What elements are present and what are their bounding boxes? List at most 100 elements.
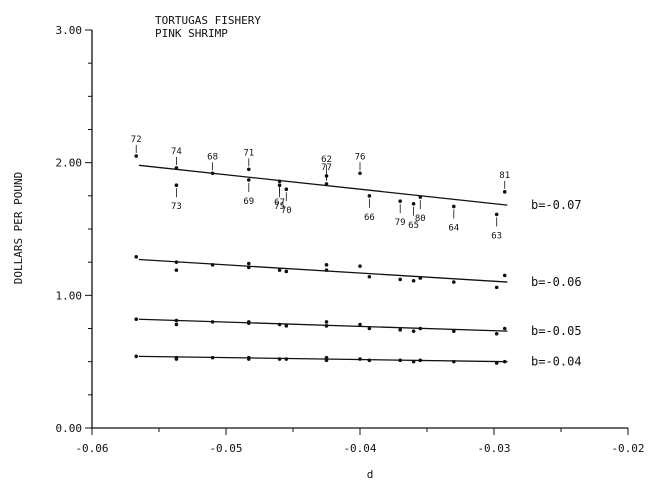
point-label: 73 xyxy=(171,202,182,212)
point-label: 75 xyxy=(274,202,285,212)
series-label: b=-0.05 xyxy=(531,324,582,338)
data-point xyxy=(324,182,329,186)
data-point xyxy=(134,354,139,359)
data-point xyxy=(210,263,215,267)
data-point xyxy=(284,187,289,191)
y-tick-label: 2.00 xyxy=(56,157,83,170)
data-point xyxy=(411,201,416,206)
data-point xyxy=(367,274,372,279)
point-label: 74 xyxy=(171,147,182,157)
point-label: 71 xyxy=(243,148,254,158)
data-point xyxy=(502,273,507,278)
point-label: 77 xyxy=(321,163,332,173)
data-point xyxy=(502,326,507,331)
point-label: 72 xyxy=(131,135,142,145)
regression-line xyxy=(138,164,508,206)
data-point xyxy=(418,358,423,363)
y-tick-label: 3.00 xyxy=(56,24,83,37)
data-point xyxy=(277,268,282,272)
series: b=-0.04 xyxy=(134,354,582,369)
x-tick-label: -0.03 xyxy=(477,442,510,455)
data-point xyxy=(210,355,215,360)
point-label: 64 xyxy=(448,223,459,233)
data-point xyxy=(502,359,507,364)
data-point xyxy=(452,359,456,364)
point-label: 67 xyxy=(274,198,285,208)
data-point xyxy=(398,199,403,203)
data-point xyxy=(358,264,362,268)
data-point xyxy=(324,320,329,324)
point-label: 68 xyxy=(207,152,218,162)
data-point xyxy=(174,183,179,188)
data-point xyxy=(246,167,251,172)
data-point xyxy=(174,166,179,170)
data-point xyxy=(174,357,179,361)
data-point xyxy=(246,261,251,266)
data-point xyxy=(358,171,362,176)
point-label: 63 xyxy=(491,231,502,241)
point-label: 69 xyxy=(243,197,254,207)
data-point xyxy=(452,204,456,209)
data-point xyxy=(418,326,423,331)
data-point xyxy=(358,322,362,327)
x-tick-label: -0.02 xyxy=(611,442,644,455)
point-label: 76 xyxy=(355,152,366,162)
data-point xyxy=(174,268,179,272)
series-label: b=-0.04 xyxy=(531,355,582,369)
point-label: 65 xyxy=(408,221,419,231)
series: b=-0.06 xyxy=(134,255,582,290)
data-point xyxy=(246,265,251,270)
point-label: 81 xyxy=(499,171,510,181)
point-label: 80 xyxy=(415,214,426,224)
data-point xyxy=(284,269,289,274)
data-point xyxy=(324,355,329,360)
regression-line xyxy=(138,318,508,332)
regression-line xyxy=(138,258,508,283)
data-point xyxy=(494,212,499,217)
data-point xyxy=(134,317,139,322)
data-point xyxy=(246,321,251,325)
y-tick-label: 0.00 xyxy=(56,422,83,435)
chart-subtitle: PINK SHRIMP xyxy=(155,27,228,40)
data-point xyxy=(494,285,499,290)
data-point xyxy=(277,322,282,327)
chart-title: TORTUGAS FISHERY xyxy=(155,14,261,27)
data-point xyxy=(367,326,372,331)
data-point xyxy=(246,357,251,361)
y-axis-label: DOLLARS PER POUND xyxy=(12,172,25,285)
data-point xyxy=(418,276,423,280)
series-label: b=-0.07 xyxy=(531,198,582,212)
data-point xyxy=(284,324,289,328)
axis-ticks xyxy=(85,29,629,435)
y-tick-label: 1.00 xyxy=(56,289,83,302)
data-point xyxy=(418,195,423,199)
data-point xyxy=(174,322,179,327)
data-point xyxy=(324,268,329,272)
series-label: b=-0.06 xyxy=(531,275,582,289)
data-point xyxy=(452,329,456,333)
data-point xyxy=(174,318,179,323)
data-point xyxy=(452,280,456,284)
data-point xyxy=(324,358,329,363)
x-axis-label: d xyxy=(367,468,374,481)
data-point xyxy=(494,332,499,336)
data-point xyxy=(277,357,282,361)
data-point xyxy=(411,359,416,364)
data-point xyxy=(324,263,329,267)
data-point xyxy=(411,278,416,283)
data-point xyxy=(210,171,215,176)
data-point xyxy=(358,357,362,361)
x-tick-label: -0.05 xyxy=(209,442,242,455)
x-tick-label: -0.04 xyxy=(343,442,376,455)
data-point xyxy=(367,194,372,198)
point-label: 66 xyxy=(364,213,375,223)
data-point xyxy=(277,179,282,184)
data-point xyxy=(134,154,139,158)
series: b=-0.05 xyxy=(134,317,582,338)
data-point xyxy=(246,178,251,182)
point-label: 70 xyxy=(281,206,292,216)
data-point xyxy=(210,320,215,324)
x-tick-labels: -0.06 -0.05 -0.04 -0.03 -0.02 xyxy=(75,442,644,455)
